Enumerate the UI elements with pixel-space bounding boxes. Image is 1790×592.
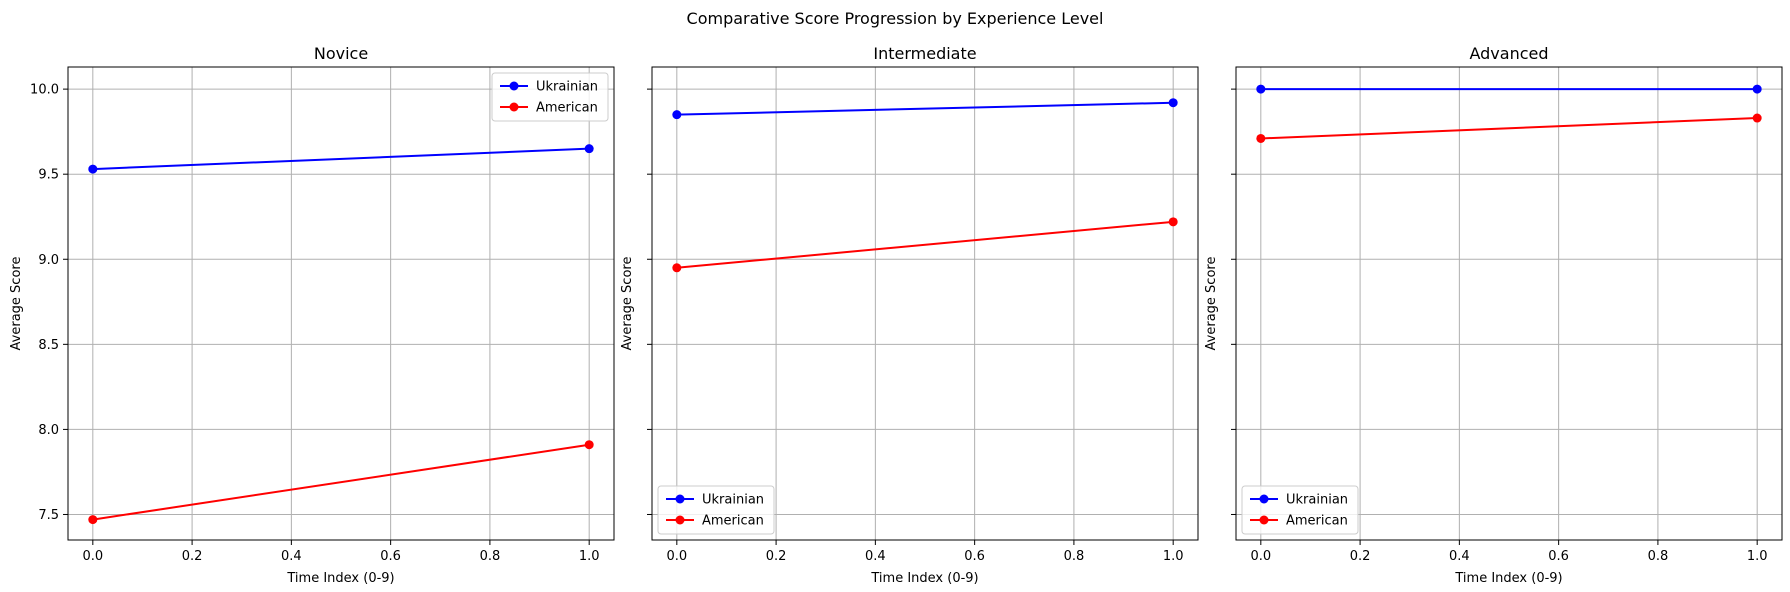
legend: Ukrainian American [657,485,775,535]
x-tick-label: 0.6 [1548,549,1569,564]
y-tick-label: 8.5 [38,338,59,353]
panel-title: Advanced [1469,44,1548,63]
panels: 0.0 0.2 0.4 0.6 0.8 1.0 7.5 8.0 8.5 9.0 9.5 10.0 Nov… [9,44,1783,586]
series-line-ukrainian [676,101,1174,116]
data-point-ukrainian [88,164,98,174]
data-point-ukrainian [1168,98,1178,108]
chart-panel-intermediate: 0.0 0.2 0.4 0.6 0.8 1.0 Intermediate Time Index… [620,44,1199,586]
x-tick-label: 0.2 [182,549,203,564]
x-axis-label: Time Index (0-9) [870,571,978,586]
data-point-american [88,515,98,525]
data-point-american [672,263,682,273]
legend-marker-ukrainian [675,494,685,504]
x-axis-label: Time Index (0-9) [1454,571,1562,586]
x-tick-label: 0.4 [865,549,886,564]
legend-label-american: American [702,514,764,529]
y-axis-label: Average Score [1204,257,1219,351]
legend-marker-american [509,102,519,112]
x-tick-label: 1.0 [1747,549,1768,564]
legend: Ukrainian American [491,72,609,122]
legend-label-ukrainian: Ukrainian [536,80,598,95]
x-tick-label: 0.4 [281,549,302,564]
x-tick-label: 0.8 [480,549,501,564]
legend-marker-american [675,515,685,525]
plot-frame [651,66,1199,541]
y-axis-label: Average Score [620,257,635,351]
x-tick-label: 0.0 [1250,549,1271,564]
x-axis-label: Time Index (0-9) [286,571,394,586]
x-tick-label: 0.2 [1350,549,1371,564]
data-point-american [1256,133,1266,143]
plot-frame [67,66,615,541]
panel-title: Novice [314,44,368,63]
legend-marker-american [1259,515,1269,525]
x-tick-label: 0.2 [766,549,787,564]
chart-panel-novice: 0.0 0.2 0.4 0.6 0.8 1.0 7.5 8.0 8.5 9.0 9.5 10.0 Nov… [9,44,615,586]
y-tick-label: 10.0 [30,83,59,98]
series-line-american [92,443,590,521]
y-tick-label: 7.5 [38,508,59,523]
series-line-american [1260,117,1758,140]
data-point-american [1168,217,1178,227]
legend-label-ukrainian: Ukrainian [1286,493,1348,508]
figure-title: Comparative Score Progression by Experie… [687,9,1104,28]
data-point-ukrainian [672,110,682,120]
legend-label-ukrainian: Ukrainian [702,493,764,508]
data-point-ukrainian [1256,84,1266,94]
plot-frame [1235,66,1783,541]
x-tick-label: 0.8 [1064,549,1085,564]
x-tick-label: 1.0 [1163,549,1184,564]
legend-marker-ukrainian [1259,494,1269,504]
series-line-ukrainian [92,147,590,171]
data-point-american [1752,113,1762,123]
x-tick-label: 1.0 [579,549,600,564]
data-point-american [584,440,594,450]
data-point-ukrainian [1752,84,1762,94]
y-axis-label: Average Score [9,257,24,351]
legend: Ukrainian American [1241,485,1359,535]
chart-panel-advanced: 0.0 0.2 0.4 0.6 0.8 1.0 Advanced Time Index (0-… [1204,44,1783,586]
y-tick-label: 9.0 [38,253,59,268]
x-tick-label: 0.0 [82,549,103,564]
series-line-american [676,220,1174,269]
legend-marker-ukrainian [509,81,519,91]
legend-label-american: American [536,101,598,116]
x-tick-label: 0.4 [1449,549,1470,564]
x-tick-label: 0.0 [666,549,687,564]
y-tick-label: 9.5 [38,168,59,183]
legend-label-american: American [1286,514,1348,529]
x-tick-label: 0.6 [964,549,985,564]
data-point-ukrainian [584,144,594,154]
y-tick-label: 8.0 [38,423,59,438]
x-tick-label: 0.8 [1648,549,1669,564]
x-tick-label: 0.6 [380,549,401,564]
panel-title: Intermediate [873,44,976,63]
